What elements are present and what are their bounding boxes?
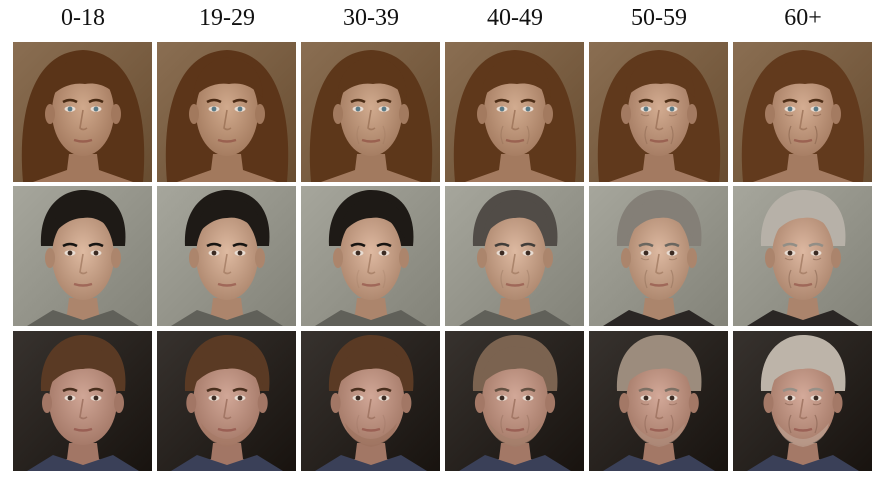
face-image-woman-brown-hair-bangs-30-39 xyxy=(301,42,440,182)
face-image-woman-brown-hair-bangs-0-18 xyxy=(13,42,152,182)
face-image-woman-brown-hair-bangs-50-59 xyxy=(589,42,728,182)
face-image-man-dark-hair-50-59 xyxy=(589,186,728,326)
face-image-man-dark-hair-19-29 xyxy=(157,186,296,326)
face-image-woman-brown-hair-bangs-19-29 xyxy=(157,42,296,182)
face-image-man-brown-hair-beard-40-49 xyxy=(445,331,584,471)
face-image-man-brown-hair-beard-0-18 xyxy=(13,331,152,471)
face-image-man-dark-hair-40-49 xyxy=(445,186,584,326)
face-image-woman-brown-hair-bangs-60-plus xyxy=(733,42,872,182)
face-image-man-brown-hair-beard-60-plus xyxy=(733,331,872,471)
age-group-header: 0-18 19-29 30-39 40-49 50-59 60+ xyxy=(0,0,888,40)
age-label-30-39: 30-39 xyxy=(343,5,399,31)
face-image-man-brown-hair-beard-30-39 xyxy=(301,331,440,471)
face-image-man-dark-hair-0-18 xyxy=(13,186,152,326)
age-label-19-29: 19-29 xyxy=(199,5,255,31)
age-label-0-18: 0-18 xyxy=(61,5,105,31)
face-image-man-dark-hair-30-39 xyxy=(301,186,440,326)
face-image-woman-brown-hair-bangs-40-49 xyxy=(445,42,584,182)
age-label-40-49: 40-49 xyxy=(487,5,543,31)
age-label-50-59: 50-59 xyxy=(631,5,687,31)
age-label-60-plus: 60+ xyxy=(784,5,822,31)
face-image-man-brown-hair-beard-19-29 xyxy=(157,331,296,471)
face-image-man-dark-hair-60-plus xyxy=(733,186,872,326)
face-image-man-brown-hair-beard-50-59 xyxy=(589,331,728,471)
